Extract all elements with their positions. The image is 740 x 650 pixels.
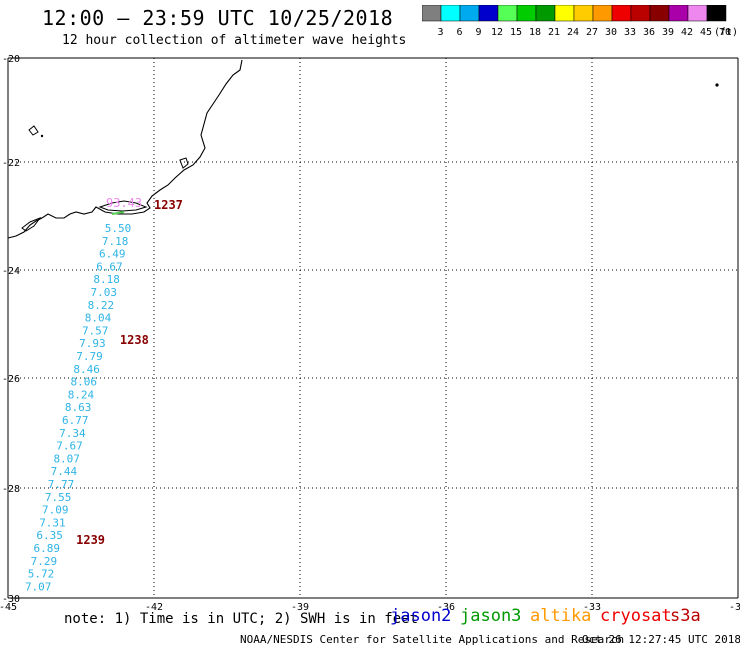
longitude-tick-label: -39 — [291, 602, 309, 613]
track-segment — [111, 211, 125, 215]
wave-height-label: 7.09 — [42, 504, 69, 517]
colorbar-label: 21 — [548, 27, 561, 38]
wave-height-label: 7.79 — [76, 350, 103, 363]
footnote: note: 1) Time is in UTC; 2) SWH is in fe… — [64, 611, 419, 627]
credit-line: NOAA/NESDIS Center for Satellite Applica… — [240, 633, 625, 646]
satellite-name-cryosat: cryosat — [600, 606, 672, 626]
colorbar-label: 36 — [643, 27, 656, 38]
latitude-tick-label: -28 — [2, 484, 20, 495]
latitude-tick-label: -22 — [2, 158, 20, 169]
wave-height-label: 7.57 — [82, 324, 109, 337]
latitude-tick-label: -30 — [2, 594, 20, 605]
map-grid: -45 -42 -39 -36 -33 -30 -20 -22 -24 -26 -28 -30 — [0, 54, 740, 613]
wave-height-label: 8.07 — [53, 452, 80, 465]
wave-height-label: 7.93 — [79, 337, 106, 350]
colorbar-label: 9 — [475, 27, 482, 38]
colorbar-label: 15 — [510, 27, 523, 38]
lagoon-shape — [179, 157, 189, 169]
track-time-label: 1238 — [120, 333, 149, 347]
bay-inlet-shape — [98, 200, 148, 212]
wave-height-label: 7.67 — [56, 440, 83, 453]
island-shape — [21, 216, 42, 232]
colorbar-label: 39 — [662, 27, 675, 38]
small-island-shape — [28, 125, 39, 136]
map-title: 12:00 – 23:59 UTC 10/25/2018 — [42, 6, 394, 30]
colorbar-label: 12 — [491, 27, 504, 38]
colorbar-label: 6 — [456, 27, 463, 38]
satellite-name-altika: altika — [530, 606, 592, 626]
wave-height-label: 93.43 — [106, 196, 142, 210]
colorbar-label: 33 — [624, 27, 637, 38]
wave-height-label: 7.55 — [45, 491, 72, 504]
wave-height-label: 8.63 — [65, 401, 92, 414]
generation-timestamp: Oct 26 12:27:45 UTC 2018 — [582, 633, 740, 646]
wave-height-label: 8.46 — [73, 363, 100, 376]
colorbar-swatches — [421, 4, 727, 22]
colorbar-label: 42 — [681, 27, 694, 38]
satellite-name-jason2: jason2 — [390, 606, 452, 626]
satellite-track: 93.435.507.186.496.678.187.038.228.047.5… — [25, 196, 183, 593]
wave-height-label: 7.34 — [59, 427, 86, 440]
colorbar-label: 45 — [700, 27, 713, 38]
colorbar-label: 70 — [719, 27, 732, 38]
wave-height-label: 6.77 — [62, 414, 89, 427]
wave-height-label: 8.04 — [85, 312, 112, 325]
wave-height-label: 6.49 — [99, 248, 126, 261]
wave-height-label: 8.18 — [93, 273, 120, 286]
wave-height-label: 7.77 — [48, 478, 75, 491]
wave-height-label: 6.67 — [96, 260, 123, 273]
wave-height-label: 7.44 — [51, 465, 78, 478]
wave-height-label: 7.03 — [91, 286, 118, 299]
longitude-tick-label: -33 — [583, 602, 601, 613]
wave-height-label: 5.50 — [105, 222, 132, 235]
longitude-tick-label: -45 — [0, 602, 17, 613]
wave-height-label: 8.22 — [88, 299, 115, 312]
satellite-name-s3a: s3a — [670, 606, 701, 626]
colorbar-unit: (ft) — [714, 27, 739, 38]
latitude-tick-label: -20 — [2, 54, 20, 65]
satellite-name-jason3: jason3 — [460, 606, 522, 626]
colorbar-label: 27 — [586, 27, 599, 38]
track-time-label: 1239 — [76, 533, 105, 547]
wave-height-label: 7.29 — [31, 555, 58, 568]
latitude-tick-label: -26 — [2, 374, 20, 385]
wave-height-label: 5.72 — [28, 568, 55, 581]
wave-height-label: 7.07 — [25, 580, 52, 593]
map-subtitle: 12 hour collection of altimeter wave hei… — [62, 33, 407, 48]
colorbar-label: 24 — [567, 27, 580, 38]
longitude-tick-label: -42 — [145, 602, 163, 613]
wave-height-label: 7.18 — [102, 235, 129, 248]
longitude-tick-label: -36 — [437, 602, 455, 613]
latitude-tick-label: -24 — [2, 266, 20, 277]
wave-height-label: 8.06 — [71, 376, 98, 389]
wave-height-label: 6.89 — [34, 542, 61, 555]
longitude-tick-label: -30 — [729, 602, 740, 613]
track-time-label: 1237 — [154, 198, 183, 212]
island-dot — [715, 83, 719, 87]
wave-height-label: 7.31 — [39, 516, 66, 529]
wave-height-label: 8.24 — [68, 388, 95, 401]
colorbar-swatch — [706, 4, 727, 22]
wave-height-label: 6.35 — [36, 529, 63, 542]
island-dot-small — [40, 134, 44, 138]
brazil-coastline — [7, 59, 243, 239]
colorbar-label: 18 — [529, 27, 542, 38]
wave-height-colorbar: 3 6 9 12 15 18 21 24 27 30 33 36 39 42 45 70 (ft) — [421, 4, 740, 38]
colorbar-label: 3 — [437, 27, 444, 38]
colorbar-label: 30 — [605, 27, 618, 38]
